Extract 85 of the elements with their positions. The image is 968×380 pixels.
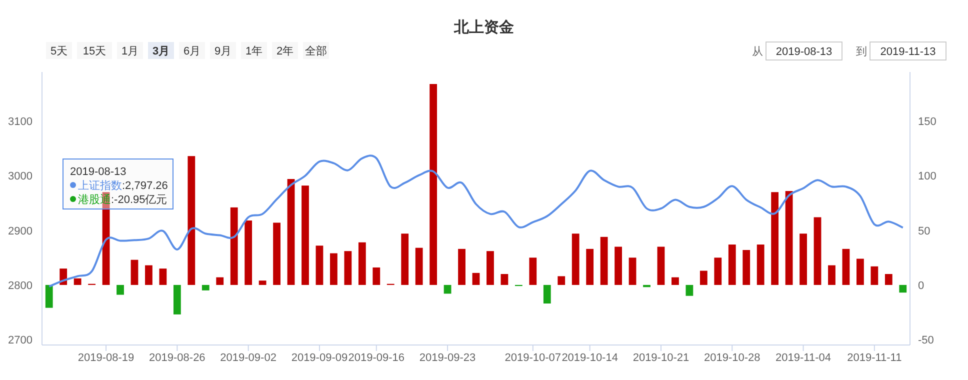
x-tick-label: 2019-11-04 [776, 352, 832, 364]
bar [742, 250, 750, 285]
bar [173, 284, 181, 314]
y2-tick-label: 150 [918, 116, 936, 128]
range-buttons: 5天 15天 1月 3月 6月 9月 1年 2年 全部 [46, 42, 329, 59]
y2-tick-label: -50 [918, 334, 934, 347]
bar [444, 284, 452, 294]
bar [572, 234, 580, 285]
x-tick-label: 2019-10-28 [704, 352, 760, 364]
bar [628, 258, 636, 285]
bar [216, 277, 224, 285]
bar [330, 253, 338, 285]
bar [814, 217, 822, 285]
x-tick-label: 2019-08-19 [78, 352, 134, 364]
bar [486, 251, 494, 285]
bar [842, 248, 850, 285]
y2-tick-label: 50 [918, 225, 930, 238]
bar [870, 266, 878, 285]
bar [130, 260, 138, 285]
bar [899, 284, 907, 293]
bar [74, 278, 82, 285]
bar [430, 84, 438, 285]
bar [302, 186, 309, 285]
bar [116, 284, 124, 295]
bar [287, 179, 295, 285]
bar [543, 284, 551, 304]
bar [159, 268, 167, 285]
x-tick-label: 2019-09-02 [220, 352, 276, 364]
annotation: :2,797.26 [122, 180, 168, 192]
annotation: 2019-08-13 [70, 166, 126, 178]
y-tick-label: 2900 [8, 225, 32, 238]
bar [600, 236, 608, 285]
x-tick-label: 2019-09-09 [291, 352, 348, 364]
bar [714, 258, 722, 285]
bar [145, 265, 152, 285]
bar [372, 267, 380, 285]
bar [686, 284, 694, 296]
x-tick-label: 2019-09-16 [348, 352, 405, 364]
legend-label: 上证指数 [78, 179, 122, 192]
bar [586, 248, 594, 285]
bar [657, 246, 665, 285]
bar [856, 258, 864, 285]
x-tick-label: 2019-11-11 [847, 352, 902, 364]
y-tick-label: 3100 [8, 116, 32, 128]
bar [614, 246, 622, 285]
bar [188, 156, 196, 285]
bar [202, 284, 210, 290]
bar [401, 234, 409, 285]
bar [643, 284, 650, 288]
x-tick-label: 2019-10-14 [562, 352, 618, 364]
bar [672, 277, 679, 285]
x-tick-label: 2019-08-26 [149, 352, 206, 364]
bar [828, 265, 836, 285]
bar [244, 220, 252, 285]
bar [771, 192, 779, 285]
y2-tick-label: 0 [918, 280, 924, 292]
y2-tick-label: 100 [918, 170, 936, 183]
annotation: :-20.95亿元 [111, 194, 168, 206]
bar [458, 248, 466, 285]
y-tick-label: 2800 [8, 280, 32, 292]
date-range: 从 2019-08-13 到 2019-11-13 [752, 42, 946, 60]
bar [500, 274, 508, 285]
bar [700, 270, 708, 285]
y-tick-label: 2700 [8, 334, 32, 347]
bar [258, 280, 266, 285]
bar [756, 244, 764, 285]
bar [785, 191, 793, 285]
bar [558, 276, 566, 285]
bar [472, 272, 480, 285]
bar [344, 251, 352, 285]
bar [358, 242, 366, 285]
y-tick-label: 3000 [8, 170, 32, 183]
bar [230, 207, 238, 285]
x-tick-label: 2019-10-07 [504, 352, 562, 364]
x-tick-label: 2019-10-21 [632, 352, 690, 364]
bar [316, 246, 324, 285]
x-tick-label: 2019-09-23 [419, 352, 476, 364]
chart-title: 北上资金 [453, 19, 514, 36]
bar [273, 222, 280, 285]
bar [884, 274, 892, 285]
bar [800, 234, 807, 285]
bar [45, 284, 53, 308]
bar [728, 244, 736, 285]
bar [415, 248, 423, 285]
bar [529, 258, 537, 285]
